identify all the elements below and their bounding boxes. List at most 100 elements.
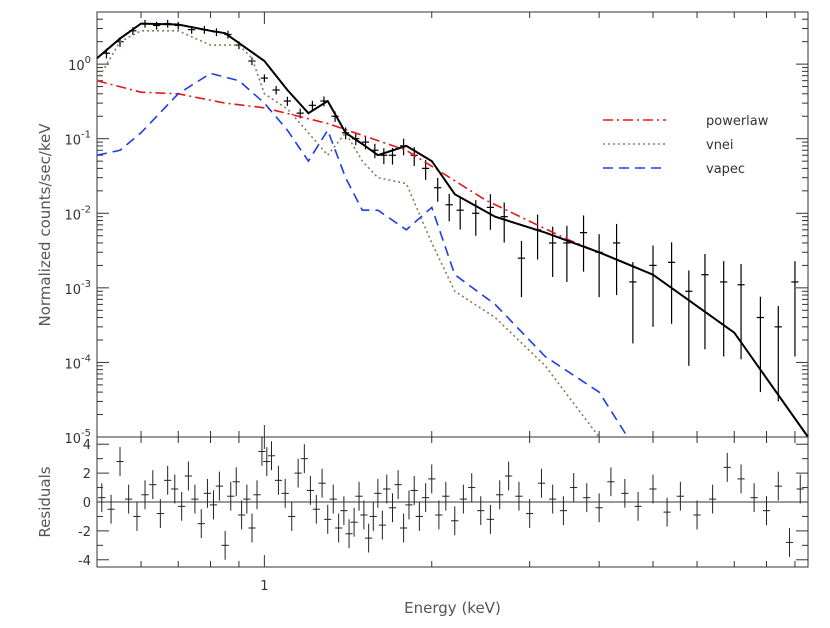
residual-point [378, 510, 386, 540]
data-point [260, 74, 268, 83]
residual-point [415, 502, 423, 531]
residual-point [340, 496, 348, 526]
residual-point [383, 474, 391, 504]
residual-point [410, 476, 418, 505]
data-point [533, 214, 542, 260]
residual-point [762, 496, 771, 526]
residual-point [737, 464, 745, 494]
residual-point [281, 478, 289, 508]
residual-point [693, 500, 701, 530]
residual-point [324, 504, 332, 534]
residual-point [468, 473, 476, 502]
data-point [756, 296, 764, 393]
residual-point [267, 441, 276, 471]
residual-point [676, 481, 684, 511]
data-point [380, 148, 388, 165]
residual-point [526, 499, 534, 528]
residual-point [486, 504, 495, 534]
residual-point [329, 484, 337, 514]
residual-point [607, 467, 615, 497]
data-point [486, 194, 495, 230]
residual-point [388, 493, 397, 523]
residual-point [796, 474, 804, 504]
residual-point [215, 471, 223, 501]
residual-point [504, 461, 513, 491]
vnei-curve [96, 29, 600, 438]
residual-point [649, 474, 657, 504]
residuals-axis-label: Residuals [36, 466, 54, 537]
residual-point [405, 490, 413, 520]
vapec-curve [96, 72, 629, 438]
data-point [649, 245, 657, 327]
x-axis-label: Energy (keV) [404, 599, 501, 617]
residual-point [537, 468, 546, 498]
data-point [308, 100, 316, 111]
residual-point [253, 480, 261, 510]
spectrum-x-axis [96, 12, 796, 437]
residual-point [708, 484, 717, 514]
residual-point [785, 528, 794, 557]
residual-point [394, 470, 402, 500]
residual-point [209, 490, 218, 520]
residual-point [149, 470, 157, 500]
residual-point [750, 483, 758, 513]
residuals-x-axis: 1 [96, 437, 796, 594]
spectrum-panel: 100 10-1 10-2 10-3 10-4 10-5 powerlaw vnei vape… [36, 11, 809, 447]
powerlaw-curve [96, 79, 809, 438]
residual-point [197, 509, 205, 539]
y-tick-label: 10-3 [64, 279, 91, 298]
residual-y-tick-label: 2 [83, 467, 91, 482]
residual-point [288, 502, 296, 531]
residual-point [496, 480, 504, 510]
data-point [774, 306, 782, 402]
residual-point [237, 500, 246, 530]
residual-point [774, 471, 782, 501]
data-point [445, 193, 453, 222]
residual-point [428, 464, 436, 494]
residual-point [477, 496, 485, 526]
residual-point [559, 496, 568, 526]
residual-point [178, 491, 186, 521]
x-tick-label: 1 [260, 579, 268, 594]
residual-point [300, 444, 308, 474]
residual-point [663, 497, 671, 527]
residual-point [459, 484, 467, 514]
residual-point [435, 500, 443, 530]
y-axis-label: Normalized counts/sec/keV [36, 123, 54, 327]
data-point [517, 240, 526, 298]
residual-point [723, 452, 731, 482]
data-point [500, 202, 508, 243]
residual-point [107, 494, 115, 524]
residual-point [243, 484, 251, 514]
residual-y-tick-label: 4 [83, 438, 91, 453]
residual-point [369, 502, 377, 531]
residual-point [334, 513, 343, 543]
legend-label-powerlaw: powerlaw [706, 114, 769, 129]
residual-point [263, 447, 271, 476]
data-point [248, 57, 256, 66]
residuals-y-axis: -4 -2 0 2 4 [78, 438, 808, 569]
residual-point [360, 500, 368, 530]
residual-point [248, 513, 256, 543]
residual-point [318, 468, 326, 498]
residual-point [515, 481, 523, 511]
spectrum-model-curves [96, 22, 809, 438]
data-point [629, 262, 637, 344]
residuals-data-points [98, 437, 804, 560]
data-point [434, 178, 442, 202]
residual-point [570, 473, 578, 502]
residual-point [549, 484, 557, 514]
data-point [579, 215, 588, 272]
total-model-curve [96, 22, 809, 438]
y-tick-label: 10-4 [64, 353, 91, 372]
data-point [791, 261, 799, 357]
residual-point [583, 483, 591, 513]
legend: powerlaw vnei vapec [603, 114, 769, 177]
spectrum-data-points [102, 19, 799, 402]
data-point [272, 86, 280, 95]
residual-point [171, 474, 179, 504]
residual-point [621, 478, 629, 508]
residual-point [274, 465, 283, 495]
residual-point [421, 483, 430, 513]
